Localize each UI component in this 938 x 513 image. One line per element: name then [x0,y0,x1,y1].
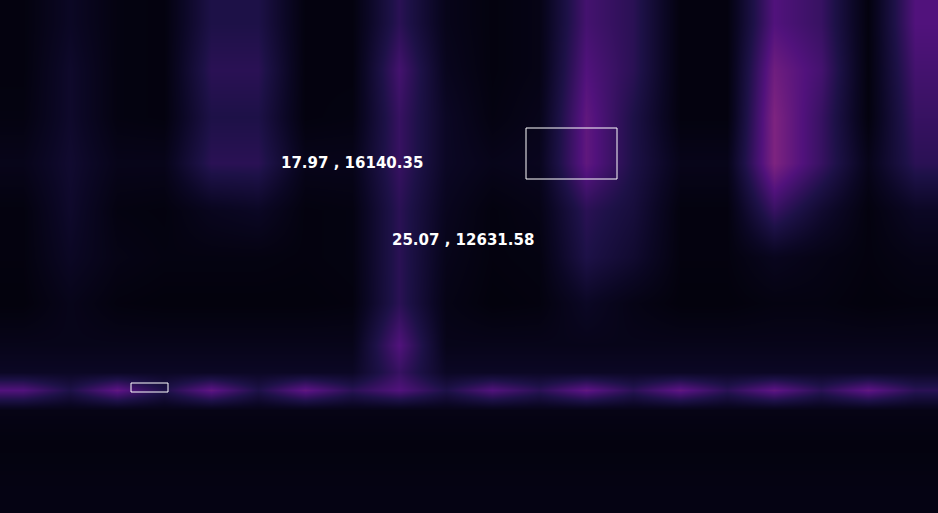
svg-text:17.97 , 16140.35: 17.97 , 16140.35 [281,154,423,172]
svg-text:25.07 , 12631.58: 25.07 , 12631.58 [392,231,534,249]
